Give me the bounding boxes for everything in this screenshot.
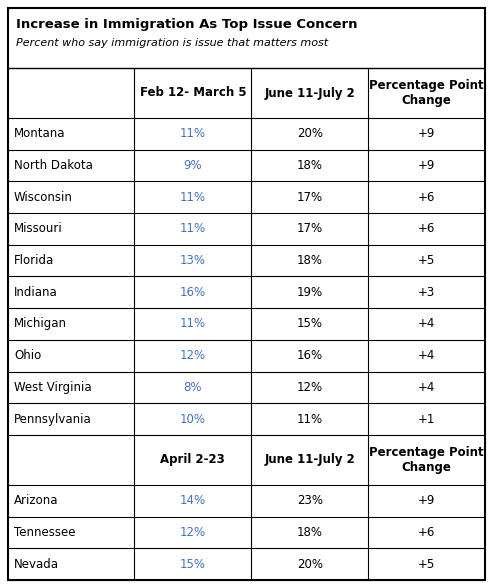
Text: 14%: 14% <box>180 495 206 507</box>
Text: +6: +6 <box>418 526 435 539</box>
Text: 11%: 11% <box>297 413 323 426</box>
Text: Michigan: Michigan <box>14 318 67 330</box>
Text: Montana: Montana <box>14 128 66 141</box>
Text: 9%: 9% <box>183 159 202 172</box>
Text: 12%: 12% <box>180 349 206 362</box>
Text: +4: +4 <box>418 349 435 362</box>
Text: 15%: 15% <box>180 557 206 570</box>
Text: 11%: 11% <box>180 128 206 141</box>
Text: 11%: 11% <box>180 222 206 235</box>
Text: Percent who say immigration is issue that matters most: Percent who say immigration is issue tha… <box>16 38 328 48</box>
Text: Nevada: Nevada <box>14 557 59 570</box>
Text: 20%: 20% <box>297 557 323 570</box>
Text: Florida: Florida <box>14 254 54 267</box>
Text: +3: +3 <box>418 286 435 299</box>
Text: Missouri: Missouri <box>14 222 63 235</box>
Text: 17%: 17% <box>297 222 323 235</box>
Text: Ohio: Ohio <box>14 349 41 362</box>
Text: 23%: 23% <box>297 495 323 507</box>
Text: +1: +1 <box>418 413 435 426</box>
Text: 8%: 8% <box>183 381 202 394</box>
Text: June 11-July 2: June 11-July 2 <box>264 86 355 99</box>
Text: 11%: 11% <box>180 318 206 330</box>
Text: +9: +9 <box>418 128 435 141</box>
Text: 16%: 16% <box>297 349 323 362</box>
Text: Increase in Immigration As Top Issue Concern: Increase in Immigration As Top Issue Con… <box>16 18 357 31</box>
Text: North Dakota: North Dakota <box>14 159 93 172</box>
Text: +4: +4 <box>418 381 435 394</box>
Text: Tennessee: Tennessee <box>14 526 75 539</box>
Text: 12%: 12% <box>180 526 206 539</box>
Text: +9: +9 <box>418 159 435 172</box>
Text: Indiana: Indiana <box>14 286 58 299</box>
Text: Wisconsin: Wisconsin <box>14 191 73 203</box>
Text: 16%: 16% <box>180 286 206 299</box>
Text: +5: +5 <box>418 254 435 267</box>
Text: 20%: 20% <box>297 128 323 141</box>
Text: +6: +6 <box>418 191 435 203</box>
Text: +4: +4 <box>418 318 435 330</box>
Text: 18%: 18% <box>297 254 323 267</box>
Text: 11%: 11% <box>180 191 206 203</box>
Text: +5: +5 <box>418 557 435 570</box>
Text: +6: +6 <box>418 222 435 235</box>
Text: 15%: 15% <box>297 318 323 330</box>
Text: Percentage Point
Change: Percentage Point Change <box>369 79 484 107</box>
Text: 17%: 17% <box>297 191 323 203</box>
Text: Percentage Point
Change: Percentage Point Change <box>369 446 484 474</box>
Text: West Virginia: West Virginia <box>14 381 92 394</box>
Text: 10%: 10% <box>180 413 206 426</box>
Text: Arizona: Arizona <box>14 495 59 507</box>
Text: Feb 12- March 5: Feb 12- March 5 <box>140 86 246 99</box>
Text: 19%: 19% <box>297 286 323 299</box>
Text: April 2-23: April 2-23 <box>160 453 225 466</box>
Text: 12%: 12% <box>297 381 323 394</box>
Text: June 11-July 2: June 11-July 2 <box>264 453 355 466</box>
Text: 13%: 13% <box>180 254 206 267</box>
Text: Pennsylvania: Pennsylvania <box>14 413 92 426</box>
Text: 18%: 18% <box>297 159 323 172</box>
Text: 18%: 18% <box>297 526 323 539</box>
Text: +9: +9 <box>418 495 435 507</box>
